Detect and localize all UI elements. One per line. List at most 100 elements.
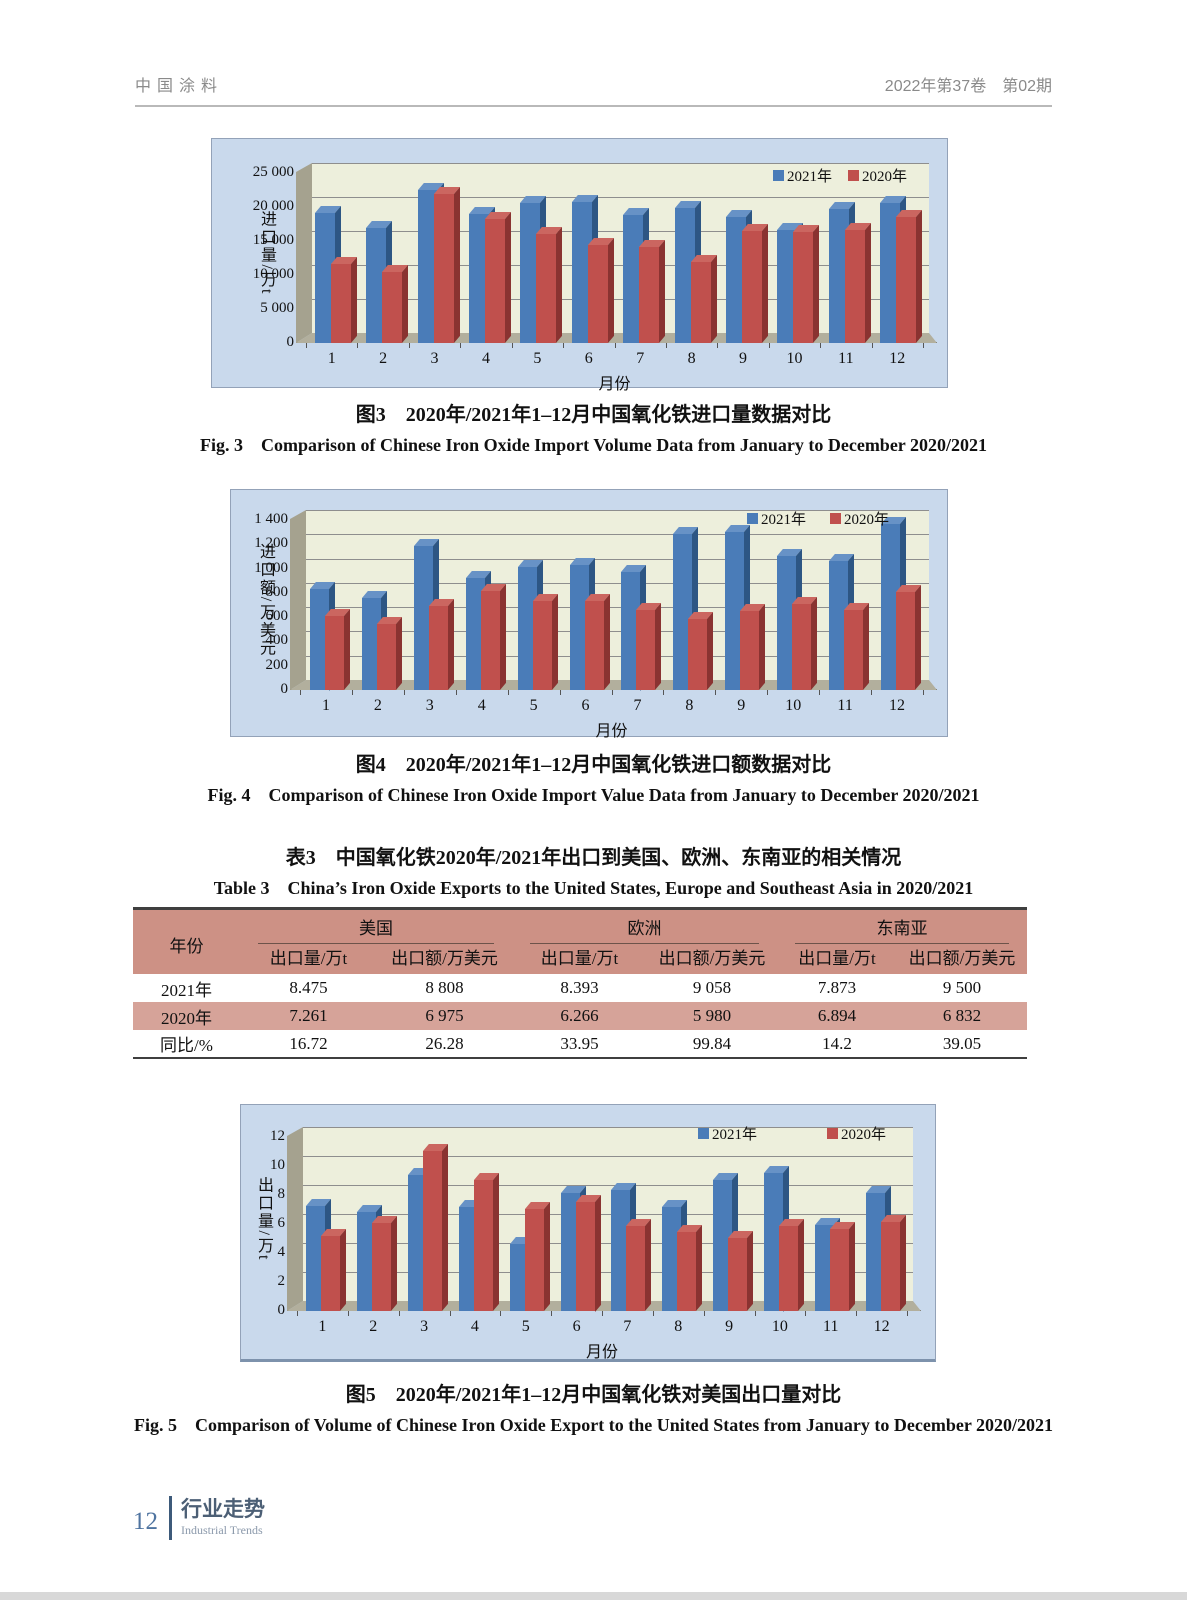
gridline <box>303 1243 913 1244</box>
x-tick <box>398 1311 400 1316</box>
bar-2021年-month-9 <box>726 216 747 343</box>
y-tick-label: 6 <box>277 1215 286 1231</box>
x-tick <box>717 343 719 348</box>
legend-label-2021年: 2021年 <box>711 1127 757 1143</box>
bar-2021年-month-2 <box>366 227 387 343</box>
x-tick <box>663 690 665 695</box>
cell: 26.28 <box>425 1033 464 1053</box>
bar-2020年-month-3 <box>428 606 448 690</box>
x-tick-label: 5 <box>521 1318 530 1335</box>
page-footer: 12 行业走势 Industrial Trends <box>133 1496 265 1540</box>
figure4-caption-en: Fig. 4 Comparison of Chinese Iron Oxide … <box>207 785 980 805</box>
figure5-caption-en: Fig. 5 Comparison of Volume of Chinese I… <box>134 1415 1053 1435</box>
back-wall <box>306 510 929 681</box>
gridline <box>303 1214 913 1215</box>
gridline <box>303 1272 913 1273</box>
x-tick-label: 6 <box>572 1318 581 1335</box>
figure5-caption-cn: 图5 2020年/2021年1–12月中国氧化铁对美国出口量对比 <box>345 1384 842 1406</box>
left-wall <box>290 510 306 690</box>
table3-subheader: 出口额/万美元 <box>391 949 498 968</box>
x-tick <box>754 1311 756 1316</box>
row-label: 2021年 <box>161 980 212 1000</box>
x-tick <box>403 690 405 695</box>
gridline <box>312 163 929 164</box>
bar-2020年-month-12 <box>880 1221 900 1311</box>
figure4-caption: 图4 2020年/2021年1–12月中国氧化铁进口额数据对比 Fig. 4 C… <box>0 748 1187 807</box>
bar-2020年-month-10 <box>793 232 814 343</box>
y-tick-label: 10 <box>270 1157 285 1173</box>
x-axis-title: 月份 <box>585 1344 618 1361</box>
bar-2021年-month-11 <box>828 209 849 343</box>
legend-swatch-2021年 <box>746 513 758 524</box>
x-tick <box>907 1311 908 1316</box>
cell: 39.05 <box>942 1033 982 1053</box>
floor <box>287 1301 921 1311</box>
plot-area: 2021年 2020年 <box>303 1127 913 1311</box>
x-tick-label: 4 <box>481 350 490 367</box>
table3-header-usa-label: 美国 <box>258 914 494 944</box>
x-tick <box>819 690 821 695</box>
bar-2021年-month-12 <box>880 203 901 343</box>
cell: 7.873 <box>817 978 857 997</box>
figure3-caption: 图3 2020年/2021年1–12月中国氧化铁进口量数据对比 Fig. 3 C… <box>0 398 1187 457</box>
legend-label-2021年: 2021年 <box>786 169 832 185</box>
bar-2021年-month-3 <box>417 190 438 343</box>
page-edge-strip <box>0 1592 1187 1600</box>
bar-2020年-month-11 <box>844 229 865 343</box>
table-row-2021: 2021年 8.475 8 808 8.393 9 058 7.873 9 50… <box>133 974 1027 1002</box>
x-tick <box>614 343 616 348</box>
table3-subheader: 出口量/万t <box>540 949 619 968</box>
bar-2020年-month-12 <box>896 592 916 690</box>
x-tick-label: 9 <box>739 350 748 367</box>
x-tick-label: 1 <box>327 350 336 367</box>
floor <box>290 680 937 690</box>
x-tick-label: 11 <box>838 350 854 367</box>
x-tick <box>805 1311 807 1316</box>
bar-2020年-month-7 <box>639 247 660 343</box>
plot-area: 2021年 2020年 <box>306 510 929 690</box>
legend-item-2021年: 2021年 <box>697 1123 757 1144</box>
x-tick-label: 2 <box>373 697 382 714</box>
x-tick <box>923 343 924 348</box>
x-tick <box>715 690 717 695</box>
bar-2020年-month-7 <box>636 610 656 690</box>
row-label: 同比/% <box>160 1036 213 1055</box>
legend-swatch-2021年 <box>697 1128 709 1139</box>
table3: 年份 美国 欧洲 东南亚 出口量/万t 出口额/万美元 出口量/万t 出口额/万… <box>133 907 1027 1059</box>
left-wall <box>287 1127 303 1311</box>
bar-2020年-month-4 <box>484 218 505 343</box>
y-tick-label: 1 400 <box>254 511 288 527</box>
gridline <box>303 1127 913 1128</box>
x-tick <box>559 690 561 695</box>
bar-2020年-month-8 <box>688 619 708 690</box>
x-tick <box>460 343 462 348</box>
issue-info: 2022年第37卷 第02期 <box>884 78 1052 95</box>
gridline <box>306 534 929 536</box>
y-tick-label: 0 <box>277 1302 286 1318</box>
figure5-chart: 2021年 2020年 12 10 8 6 4 2 0 1 2 3 4 5 6 7 8 9 10 11 12 出口量/万t… <box>240 1104 936 1362</box>
x-tick <box>665 343 667 348</box>
x-tick-label: 9 <box>737 697 746 714</box>
cell: 33.95 <box>560 1033 599 1053</box>
y-tick-label: 10 000 <box>252 266 294 282</box>
figure5-caption: 图5 2020年/2021年1–12月中国氧化铁对美国出口量对比 Fig. 5 … <box>0 1378 1187 1437</box>
x-tick <box>871 343 873 348</box>
x-tick <box>347 1311 349 1316</box>
y-tick-label: 8 <box>277 1186 286 1202</box>
x-axis-title: 月份 <box>595 723 628 740</box>
x-tick-label: 1 <box>321 697 330 714</box>
bar-2020年-month-12 <box>896 217 917 343</box>
bar-2021年-month-7 <box>623 215 644 343</box>
x-tick-label: 12 <box>889 697 906 714</box>
bar-2020年-month-11 <box>844 609 864 690</box>
bar-2020年-month-1 <box>324 615 344 690</box>
journal-title: 中国涂料 <box>135 78 224 95</box>
y-axis-title: 出口量/万t <box>255 1176 272 1262</box>
y-tick-label: 15 000 <box>252 232 294 248</box>
legend-swatch-2020年 <box>847 170 859 181</box>
bar-2020年-month-6 <box>584 601 604 690</box>
bar-2020年-month-1 <box>330 263 351 343</box>
x-tick <box>871 690 873 695</box>
figure4-caption-cn: 图4 2020年/2021年1–12月中国氧化铁进口额数据对比 <box>355 754 832 776</box>
x-tick-label: 4 <box>470 1318 479 1335</box>
